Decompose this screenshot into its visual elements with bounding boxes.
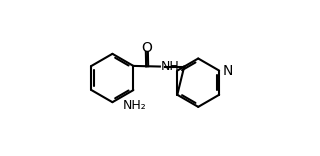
Text: N: N: [222, 64, 233, 78]
Text: NH₂: NH₂: [123, 99, 147, 112]
Text: NH: NH: [161, 60, 179, 73]
Text: O: O: [141, 41, 152, 54]
